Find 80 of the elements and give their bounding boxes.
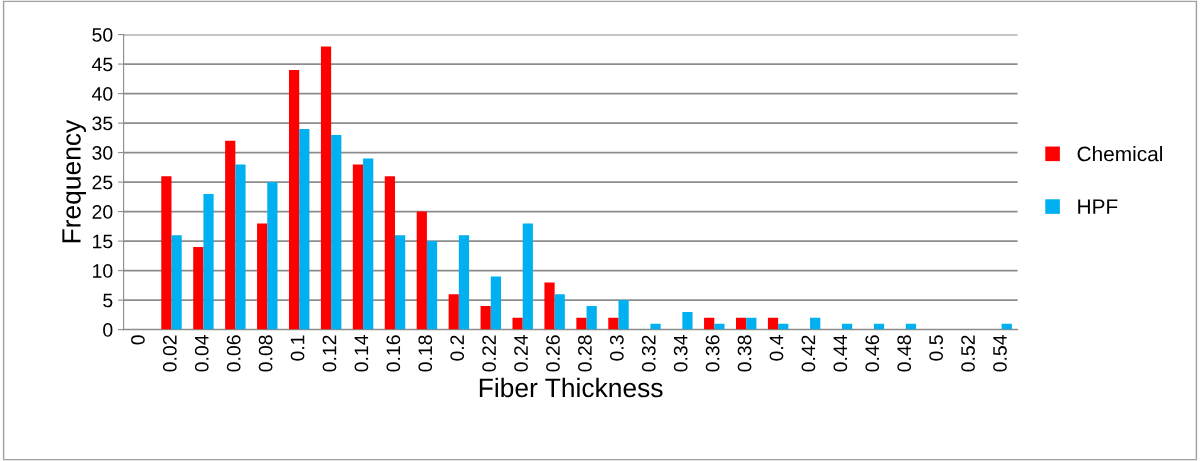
x-tick-label: 0.2 (450, 335, 465, 361)
bar (161, 176, 172, 330)
bar (193, 247, 204, 330)
bar (288, 69, 300, 330)
y-tick-label: 15 (93, 234, 113, 249)
bar (490, 276, 501, 330)
x-tick-label: 0.52 (961, 335, 975, 372)
x-tick-label: 0.26 (546, 335, 560, 372)
bar (320, 46, 332, 330)
bar (554, 294, 565, 330)
x-tick-label: 0.34 (673, 335, 688, 372)
x-tick-label: 0.02 (162, 335, 177, 372)
x-tick-label: 0.3 (609, 335, 624, 361)
x-tick-label: 0.08 (258, 335, 273, 372)
x-tick-label: 0.04 (194, 335, 209, 372)
bar (735, 317, 747, 330)
bar (171, 235, 182, 330)
bar (448, 294, 459, 330)
x-tick-label: 0.4 (769, 335, 784, 361)
x-tick-label: 0.28 (578, 335, 592, 372)
legend-label: HPF (1078, 199, 1118, 214)
x-tick-label: 0.5 (929, 335, 943, 361)
x-tick-label: 0.48 (897, 335, 912, 372)
bar (810, 317, 821, 330)
y-tick-label: 5 (103, 293, 113, 308)
x-tick-label: 0.06 (226, 335, 241, 372)
x-tick-label: 0.46 (865, 335, 880, 372)
bar (299, 128, 310, 330)
y-tick-label: 45 (92, 57, 113, 72)
x-tick-label: 0.36 (705, 335, 720, 372)
x-tick-label: 0.14 (354, 335, 369, 372)
x-tick-label: 0.12 (322, 335, 337, 372)
bar (480, 306, 491, 330)
bar (618, 300, 629, 330)
x-tick-label: 0.1 (290, 335, 305, 361)
x-tick-label: 0.16 (386, 335, 401, 372)
x-tick-label: 0 (131, 335, 145, 345)
bar (331, 134, 342, 330)
y-tick-label: 30 (92, 146, 113, 160)
x-axis-title: Fiber Thickness (479, 377, 663, 398)
bar (576, 317, 587, 330)
y-tick-label: 50 (92, 28, 113, 42)
bar (458, 235, 470, 330)
bar (586, 306, 597, 330)
bar (257, 223, 268, 330)
y-axis-title: Frequency (62, 119, 86, 243)
bar (512, 317, 523, 330)
bar (203, 193, 214, 330)
y-tick-label: 35 (92, 116, 113, 131)
x-tick-label: 0.54 (993, 335, 1007, 372)
bar (235, 164, 246, 330)
bar (416, 211, 427, 330)
bar (363, 158, 374, 330)
bar (704, 317, 715, 330)
bar (394, 235, 406, 330)
x-tick-label: 0.24 (514, 335, 528, 372)
y-tick-label: 10 (93, 264, 113, 278)
bar (767, 317, 779, 330)
legend-label: Chemical (1077, 146, 1162, 162)
bar (746, 317, 757, 330)
y-tick-label: 20 (92, 205, 113, 219)
bar (650, 323, 661, 330)
x-tick-label: 0.44 (833, 335, 848, 372)
x-tick-label: 0.38 (737, 335, 752, 372)
y-tick-label: 0 (103, 323, 113, 337)
bar (522, 223, 533, 330)
bar (384, 176, 395, 330)
bar (608, 317, 619, 330)
bar (544, 282, 555, 330)
bar (426, 241, 438, 330)
x-tick-label: 0.18 (418, 335, 433, 372)
bar (267, 182, 278, 330)
x-tick-label: 0.22 (482, 335, 496, 372)
bar (682, 311, 693, 330)
x-tick-label: 0.42 (801, 335, 816, 372)
y-tick-label: 40 (92, 87, 113, 101)
y-tick-label: 25 (92, 175, 113, 190)
bar (352, 164, 364, 330)
bar (225, 140, 236, 330)
x-tick-label: 0.32 (641, 335, 656, 372)
